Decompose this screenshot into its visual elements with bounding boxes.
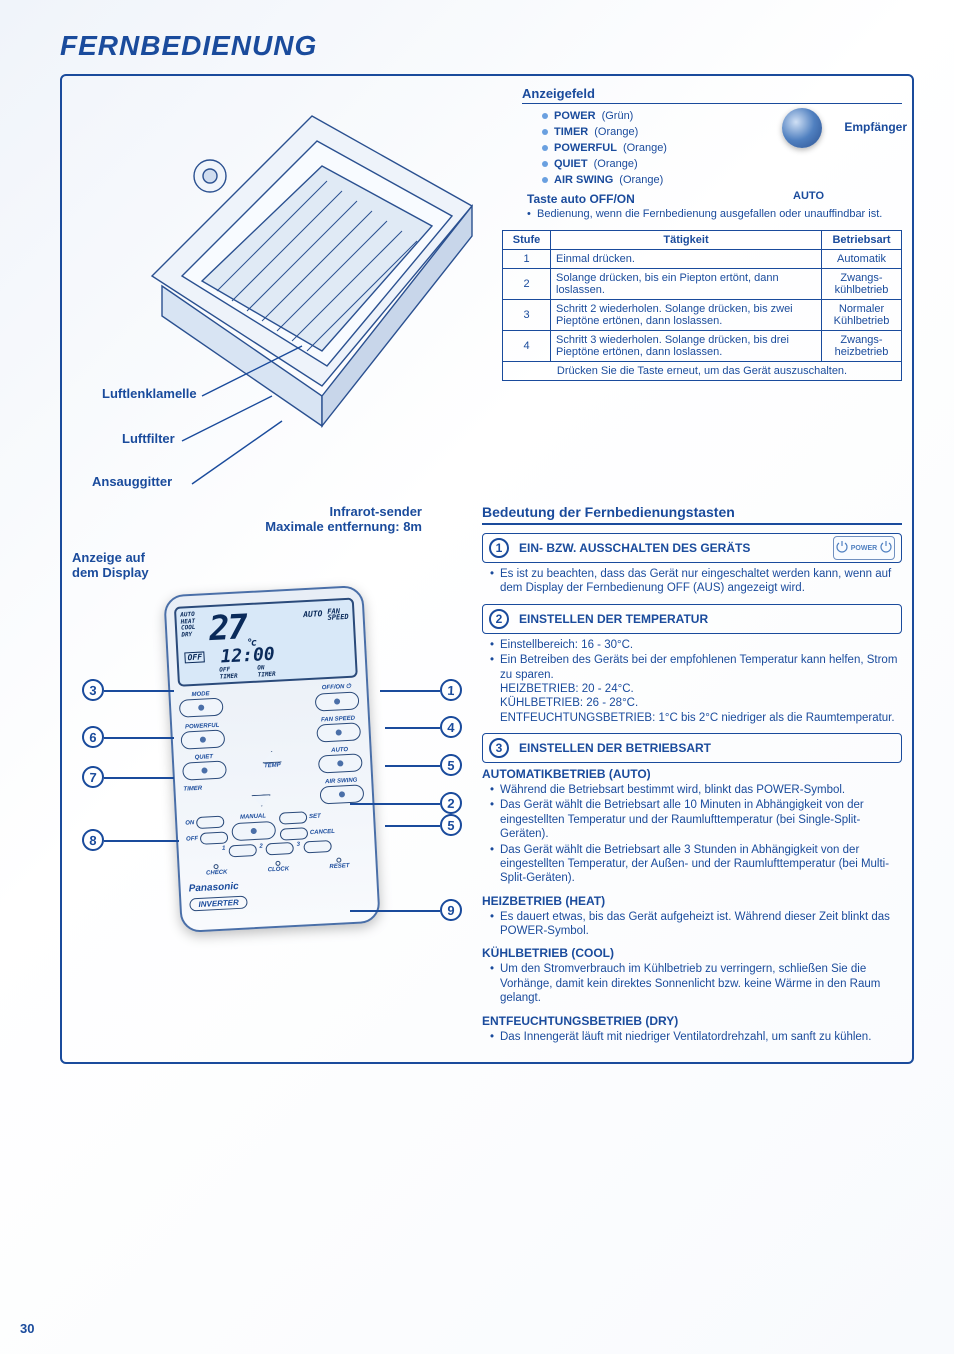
auto-button-note: Bedienung, wenn die Fernbedienung ausgef… bbox=[527, 208, 902, 222]
ceiling-unit-diagram: Luftlenklamelle Luftfilter Ansauggitter bbox=[72, 86, 492, 496]
auto-label-btn: AUTO bbox=[331, 747, 348, 754]
table-row: 2Solange drücken, bis ein Piepton ertönt… bbox=[503, 268, 902, 299]
sub-auto-bullets: Während die Betriebsart bestimmt wird, b… bbox=[490, 783, 902, 886]
callout-9: 9 bbox=[439, 898, 462, 921]
n3-button[interactable] bbox=[303, 840, 332, 853]
callout-5a: 5 bbox=[439, 753, 462, 776]
quiet-button[interactable] bbox=[182, 760, 227, 780]
inverter-badge: INVERTER bbox=[189, 895, 248, 911]
label-luftfilter: Luftfilter bbox=[122, 431, 175, 446]
func-2-head: 2 EINSTELLEN DER TEMPERATUR bbox=[482, 604, 902, 634]
manual-button[interactable] bbox=[231, 821, 276, 841]
temp-up-button[interactable] bbox=[262, 750, 283, 763]
check-button[interactable] bbox=[214, 864, 219, 869]
receiver-label: Empfänger bbox=[844, 120, 907, 134]
quiet-label: QUIET bbox=[195, 754, 214, 761]
on-button[interactable] bbox=[196, 816, 225, 829]
cancel-button[interactable] bbox=[280, 827, 309, 840]
indicator-airswing: AIR SWING(Orange) bbox=[542, 174, 902, 186]
n1-button[interactable] bbox=[228, 844, 257, 857]
func-3-head: 3 EINSTELLEN DER BETRIEBSART bbox=[482, 733, 902, 763]
sub-dry-bullets: Das Innengerät läuft mit niedriger Venti… bbox=[490, 1030, 902, 1044]
func-1-head: 1 EIN- BZW. AUSSCHALTEN DES GERÄTS POWER bbox=[482, 533, 902, 563]
remote-display: AUTO HEAT COOL DRY 27°c AUTO FAN SPEED O… bbox=[174, 598, 358, 687]
sub-cool-head: KÜHLBETRIEB (COOL) bbox=[482, 946, 902, 960]
callout-8: 8 bbox=[81, 828, 104, 851]
n2-button[interactable] bbox=[266, 842, 295, 855]
label-luftlenklamelle: Luftlenklamelle bbox=[102, 386, 197, 401]
func-3-title: EINSTELLEN DER BETRIEBSART bbox=[519, 741, 711, 755]
display-timers: OFF TIMER ON TIMER bbox=[219, 664, 276, 681]
indicator-list: Empfänger AUTO POWER(Grün) TIMER(Orange)… bbox=[542, 110, 902, 186]
callout-4: 4 bbox=[439, 715, 462, 738]
reset-button[interactable] bbox=[336, 857, 341, 862]
content-frame: Luftlenklamelle Luftfilter Ansauggitter … bbox=[60, 74, 914, 1064]
page-number: 30 bbox=[20, 1321, 34, 1336]
callout-1: 1 bbox=[439, 678, 462, 701]
mode-button[interactable] bbox=[179, 697, 224, 717]
func-2-bullets: Einstellbereich: 16 - 30°C. Ein Betreibe… bbox=[490, 638, 902, 725]
sub-dry-head: ENTFEUCHTUNGSBETRIEB (DRY) bbox=[482, 1014, 902, 1028]
anzeigefeld-title: Anzeigefeld bbox=[522, 86, 902, 104]
mode-label: MODE bbox=[191, 691, 209, 698]
func-1-bullets: Es ist zu beachten, dass das Gerät nur e… bbox=[490, 567, 902, 596]
func-2-num: 2 bbox=[489, 609, 509, 629]
powerful-button[interactable] bbox=[180, 729, 225, 749]
off-button[interactable] bbox=[200, 831, 229, 844]
auto-button[interactable] bbox=[318, 753, 363, 773]
sub-auto-head: AUTOMATIKBETRIEB (AUTO) bbox=[482, 767, 902, 781]
th-stufe: Stufe bbox=[503, 230, 551, 249]
auto-button-section: Taste auto OFF/ON Bedienung, wenn die Fe… bbox=[527, 192, 902, 222]
offon-button[interactable] bbox=[315, 691, 360, 711]
ir-sender-label: Infrarot-sender Maximale entfernung: 8m bbox=[72, 504, 422, 534]
page-title: FERNBEDIENUNG bbox=[60, 30, 914, 62]
callout-7: 7 bbox=[81, 765, 104, 788]
func-1-title: EIN- BZW. AUSSCHALTEN DES GERÄTS bbox=[519, 541, 750, 555]
display-auto: AUTO bbox=[303, 609, 323, 619]
receiver-icon bbox=[782, 108, 822, 148]
temp-label: TEMP bbox=[264, 763, 281, 770]
sub-heat-head: HEIZBETRIEB (HEAT) bbox=[482, 894, 902, 908]
th-taetigkeit: Tätigkeit bbox=[551, 230, 822, 249]
brand-label: Panasonic bbox=[188, 874, 368, 894]
sub-heat-bullets: Es dauert etwas, bis das Gerät aufgeheiz… bbox=[490, 910, 902, 939]
auto-button-title: Taste auto OFF/ON bbox=[527, 192, 902, 206]
fanspeed-button[interactable] bbox=[316, 722, 361, 742]
table-footer: Drücken Sie die Taste erneut, um das Ger… bbox=[503, 361, 902, 380]
table-row: 4Schritt 3 wiederholen. Solange drücken,… bbox=[503, 330, 902, 361]
display-label: Anzeige auf dem Display bbox=[72, 550, 472, 580]
callout-5b: 5 bbox=[439, 813, 462, 836]
indicator-powerful: POWERFUL(Orange) bbox=[542, 142, 902, 154]
functions-title: Bedeutung der Fernbedienungstasten bbox=[482, 504, 902, 525]
display-modes: AUTO HEAT COOL DRY bbox=[180, 612, 196, 639]
callout-2: 2 bbox=[439, 791, 462, 814]
set-button[interactable] bbox=[279, 811, 308, 824]
callout-6: 6 bbox=[81, 725, 104, 748]
func-1-num: 1 bbox=[489, 538, 509, 558]
table-row: 3Schritt 2 wiederholen. Solange drücken,… bbox=[503, 299, 902, 330]
timer-label: TIMER bbox=[183, 786, 202, 793]
th-betriebsart: Betriebsart bbox=[822, 230, 902, 249]
airswing-button[interactable] bbox=[319, 784, 364, 804]
callout-3: 3 bbox=[81, 678, 104, 701]
label-ansauggitter: Ansauggitter bbox=[92, 474, 172, 489]
display-off: OFF bbox=[184, 651, 205, 663]
display-fan: FAN SPEED bbox=[327, 608, 349, 622]
auto-label: AUTO bbox=[793, 190, 824, 202]
step-table: Stufe Tätigkeit Betriebsart 1Einmal drüc… bbox=[502, 230, 902, 381]
clock-button[interactable] bbox=[275, 861, 280, 866]
temp-down-button[interactable] bbox=[251, 794, 272, 807]
sub-cool-bullets: Um den Stromverbrauch im Kühlbetrieb zu … bbox=[490, 962, 902, 1005]
remote-control: AUTO HEAT COOL DRY 27°c AUTO FAN SPEED O… bbox=[163, 585, 380, 933]
func-3-num: 3 bbox=[489, 738, 509, 758]
power-button-icon: POWER bbox=[833, 536, 895, 560]
indicator-quiet: QUIET(Orange) bbox=[542, 158, 902, 170]
func-2-title: EINSTELLEN DER TEMPERATUR bbox=[519, 612, 708, 626]
table-row: 1Einmal drücken.Automatik bbox=[503, 249, 902, 268]
